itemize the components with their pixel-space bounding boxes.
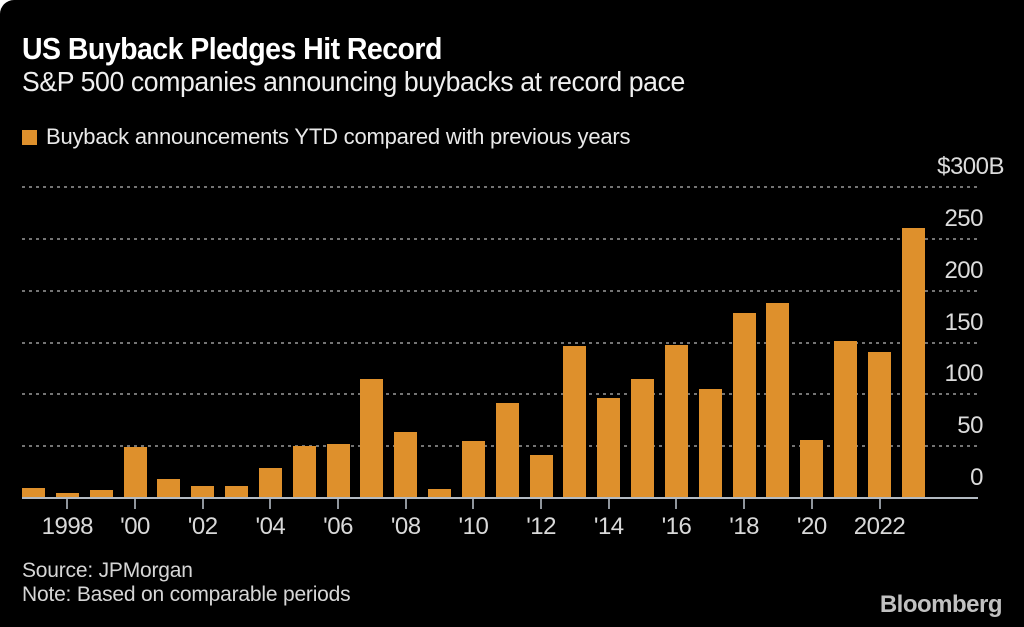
- bar-2012: [529, 455, 553, 498]
- gridline-250: [22, 237, 980, 240]
- bar-1998: [55, 492, 79, 498]
- y-tick-label-50: 50: [957, 412, 983, 440]
- source-text: Source: JPMorgan: [22, 559, 193, 582]
- x-tick-label-2022: 2022: [853, 513, 906, 540]
- x-tick-label-2008: '08: [390, 513, 421, 540]
- bar-2019: [766, 303, 790, 498]
- gridline-300: [22, 186, 980, 188]
- bar-2021: [834, 341, 858, 498]
- chart-subtitle: S&P 500 companies announcing buybacks at…: [22, 66, 685, 97]
- bar-2005: [292, 446, 316, 498]
- bar-2020: [800, 439, 824, 498]
- bar-2015: [631, 378, 655, 498]
- y-tick-label-200: 200: [944, 256, 983, 284]
- bar-2013: [563, 345, 587, 498]
- bar-2017: [698, 389, 722, 498]
- bar-2004: [258, 467, 282, 498]
- bar-2010: [461, 440, 485, 498]
- x-tick-label-1998: 1998: [41, 513, 94, 540]
- y-tick-label-100: 100: [944, 360, 983, 388]
- chart-title: US Buyback Pledges Hit Record: [22, 31, 442, 66]
- bar-2018: [732, 313, 756, 498]
- legend-swatch-icon: [22, 129, 37, 145]
- bar-2022: [868, 351, 891, 498]
- bar-2003: [225, 485, 249, 498]
- x-tick-label-2012: '12: [526, 513, 556, 540]
- x-tick-label-2018: '18: [729, 513, 760, 540]
- x-tick-label-2010: '10: [458, 513, 489, 540]
- bar-1999: [89, 489, 113, 498]
- x-tick-2012: [540, 499, 543, 509]
- bar-2002: [191, 485, 215, 498]
- x-tick-label-2000: '00: [120, 513, 150, 540]
- x-axis-line: [22, 497, 978, 499]
- bar-2014: [597, 398, 621, 498]
- x-tick-2004: [269, 499, 272, 509]
- bar-2016: [664, 344, 688, 498]
- x-tick-2010: [472, 499, 475, 509]
- x-tick-label-2006: '06: [323, 513, 353, 540]
- y-tick-label-300: $300B: [937, 153, 1004, 180]
- x-tick-2022: [878, 499, 881, 509]
- bar-2011: [495, 402, 519, 498]
- x-tick-2002: [201, 499, 204, 509]
- gridline-100: [22, 393, 980, 396]
- x-tick-label-2002: '02: [187, 513, 218, 540]
- legend-label: Buyback announcements YTD compared with …: [46, 124, 631, 149]
- bloomberg-logo: Bloomberg: [879, 591, 1003, 618]
- gridline-150: [22, 341, 980, 344]
- x-tick-2000: [134, 499, 137, 509]
- y-tick-label-150: 150: [944, 308, 983, 336]
- bar-2023: [901, 228, 925, 498]
- bar-2007: [360, 378, 384, 498]
- bar-1997: [22, 487, 45, 498]
- bar-2009: [428, 488, 452, 498]
- x-tick-label-2014: '14: [593, 513, 624, 540]
- bar-2000: [123, 447, 147, 498]
- bar-2008: [394, 431, 418, 498]
- bar-2006: [326, 444, 350, 498]
- x-tick-2014: [607, 499, 610, 509]
- y-tick-label-250: 250: [944, 204, 983, 232]
- x-tick-1998: [66, 499, 69, 509]
- gridline-200: [22, 289, 980, 292]
- legend: Buyback announcements YTD compared with …: [22, 124, 631, 150]
- x-tick-2020: [810, 499, 813, 509]
- note-text: Note: Based on comparable periods: [22, 583, 351, 606]
- x-tick-2008: [404, 499, 407, 509]
- bar-2001: [157, 479, 181, 498]
- x-tick-label-2016: '16: [661, 513, 692, 540]
- x-tick-label-2004: '04: [255, 513, 286, 540]
- x-tick-2006: [337, 499, 340, 509]
- y-tick-label-0: 0: [970, 464, 983, 491]
- x-tick-label-2020: '20: [796, 513, 827, 540]
- x-tick-2018: [743, 499, 746, 509]
- x-tick-2016: [675, 499, 678, 509]
